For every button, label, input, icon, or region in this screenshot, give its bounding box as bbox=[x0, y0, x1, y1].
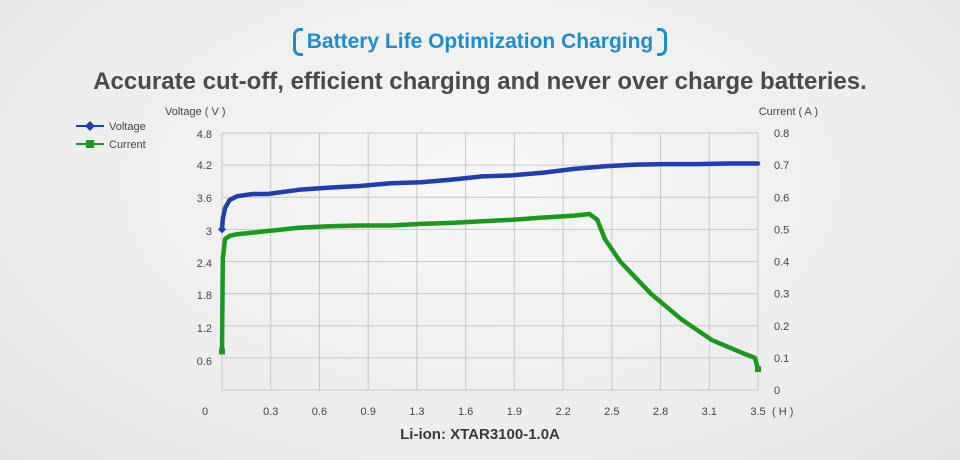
y2-tick-label: 0.2 bbox=[774, 321, 789, 333]
page-title: Battery Life Optimization Charging bbox=[292, 28, 668, 56]
title-bracket-left bbox=[292, 28, 303, 56]
y2-tick-label: 0 bbox=[774, 385, 780, 397]
legend-diamond-icon bbox=[85, 121, 95, 131]
x-axis-unit: ( H ) bbox=[772, 406, 793, 418]
y2-tick-label: 0.5 bbox=[774, 224, 789, 236]
x-tick-label: 0 bbox=[202, 406, 208, 418]
y-axis-label: Voltage ( V ) bbox=[165, 106, 226, 118]
chart-series bbox=[218, 161, 761, 373]
x-tick-label: 1.6 bbox=[458, 406, 473, 418]
x-tick-label: 0.9 bbox=[361, 406, 376, 418]
x-tick-label: 3.1 bbox=[702, 406, 717, 418]
series-line-current bbox=[219, 211, 761, 372]
chart-legend: Voltage Current bbox=[76, 121, 146, 151]
legend-item-current: Current bbox=[76, 139, 146, 151]
voltage-marker bbox=[218, 225, 226, 234]
x-tick-label: 2.8 bbox=[653, 406, 668, 418]
legend-label: Current bbox=[109, 139, 146, 151]
y2-tick-label: 0.8 bbox=[774, 128, 789, 140]
legend-label: Voltage bbox=[109, 121, 146, 133]
y-tick-label: 3 bbox=[206, 226, 212, 238]
x-tick-label: 1.9 bbox=[507, 406, 522, 418]
y-tick-label: 4.2 bbox=[197, 160, 212, 172]
current-marker bbox=[219, 348, 225, 355]
y2-tick-label: 0.3 bbox=[774, 289, 789, 301]
y2-tick-label: 0.1 bbox=[774, 353, 789, 365]
x-tick-label: 1.3 bbox=[409, 406, 424, 418]
y-tick-label: 3.6 bbox=[197, 193, 212, 205]
y2-axis-label: Current ( A ) bbox=[759, 106, 818, 118]
x-tick-label: 2.5 bbox=[604, 406, 619, 418]
y-tick-label: 4.8 bbox=[197, 129, 212, 141]
chart-grid bbox=[221, 132, 759, 391]
y-tick-label: 1.8 bbox=[197, 290, 212, 302]
legend-square-icon bbox=[86, 140, 94, 148]
x-tick-label: 0.6 bbox=[312, 406, 327, 418]
y2-tick-label: 0.6 bbox=[774, 192, 789, 204]
y2-tick-label: 0.4 bbox=[774, 257, 789, 269]
chart-caption: Li-ion: XTAR3100-1.0A bbox=[400, 426, 560, 443]
axis-labels: Voltage ( V ) Current ( A ) ( H ) bbox=[165, 106, 818, 418]
tick-labels: 0 0.3 0.6 0.9 1.3 1.6 1.9 2.2 2.5 2.8 3.1 3.5 0.6 1.2… bbox=[197, 128, 790, 418]
title-bracket-right bbox=[657, 28, 668, 56]
legend-item-voltage: Voltage bbox=[76, 121, 146, 133]
y-tick-label: 1.2 bbox=[197, 323, 212, 335]
page-subtitle: Accurate cut-off, efficient charging and… bbox=[93, 68, 867, 95]
x-tick-label: 3.5 bbox=[750, 406, 765, 418]
title-text: Battery Life Optimization Charging bbox=[306, 30, 654, 53]
series-line-voltage bbox=[219, 161, 761, 232]
y2-tick-label: 0.7 bbox=[774, 160, 789, 172]
x-tick-label: 2.2 bbox=[555, 406, 570, 418]
y-tick-label: 0.6 bbox=[197, 356, 212, 368]
y-tick-label: 2.4 bbox=[197, 258, 212, 270]
current-marker bbox=[755, 366, 761, 373]
x-tick-label: 0.3 bbox=[263, 406, 278, 418]
